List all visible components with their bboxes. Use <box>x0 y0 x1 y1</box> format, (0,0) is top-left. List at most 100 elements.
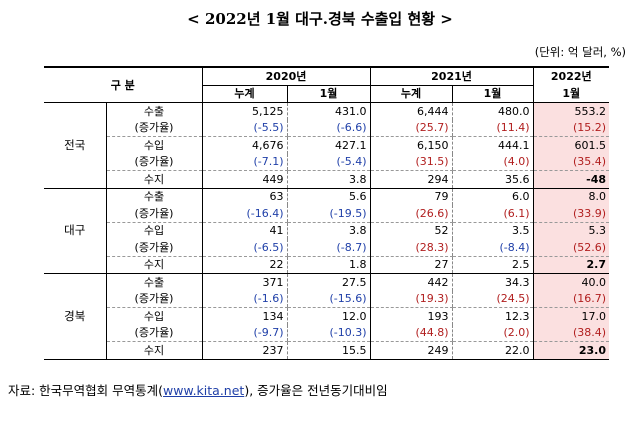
value-cell: 3.5 <box>451 222 534 239</box>
value-cell: 22.0 <box>451 341 534 360</box>
cumulative-2021-header: 누계 <box>369 85 453 103</box>
value-cell: 193 <box>369 307 453 325</box>
row-label: 수지 <box>105 170 203 189</box>
value-cell: (-5.4) <box>286 153 371 171</box>
value-cell: (-10.3) <box>286 324 371 342</box>
table-row: 전국 수출 5,125 431.0 6,444 480.0 553.2 <box>44 102 610 189</box>
value-cell: 601.5 <box>532 136 610 154</box>
value-cell: 553.2 <box>532 102 610 120</box>
value-cell: 27.5 <box>286 273 371 291</box>
trade-table: 구 분 2020년 2021년 2022년 누계 1월 누계 1월 1월 전국 수… <box>44 66 610 360</box>
value-cell: (33.9) <box>532 205 610 223</box>
value-cell: 480.0 <box>451 102 534 120</box>
row-label: (증가율) <box>105 324 203 342</box>
value-cell: (15.2) <box>532 119 610 137</box>
value-cell: (-19.5) <box>286 205 371 223</box>
value-cell: 5.6 <box>286 188 371 205</box>
row-label: 수입 <box>105 222 203 239</box>
row-label: 수입 <box>105 307 203 325</box>
source-suffix: ), 증가율은 전년동기대비임 <box>244 383 388 398</box>
value-cell: 3.8 <box>286 222 371 239</box>
table-row: 수지 237 15.5 249 22.0 23.0 <box>44 341 610 360</box>
value-cell: (-16.4) <box>201 205 288 223</box>
value-cell: 371 <box>201 273 288 291</box>
value-cell: (-1.6) <box>201 290 288 308</box>
value-cell: (26.6) <box>369 205 453 223</box>
value-cell: 444.1 <box>451 136 534 154</box>
value-cell: (-5.5) <box>201 119 288 137</box>
value-cell: 17.0 <box>532 307 610 325</box>
value-cell: (-8.7) <box>286 239 371 257</box>
value-cell: 5.3 <box>532 222 610 239</box>
jan-2022-header: 1월 <box>532 85 610 103</box>
value-cell: 6.0 <box>451 188 534 205</box>
value-cell: 134 <box>201 307 288 325</box>
unit-label: (단위: 억 달러, %) <box>534 45 626 59</box>
value-cell: 1.8 <box>286 256 371 274</box>
value-cell: 5,125 <box>201 102 288 120</box>
row-label: (증가율) <box>105 239 203 257</box>
row-label: 수출 <box>105 188 203 205</box>
value-cell: 52 <box>369 222 453 239</box>
value-cell: 3.8 <box>286 170 371 189</box>
value-cell: 2.7 <box>532 256 610 274</box>
value-cell: (31.5) <box>369 153 453 171</box>
region-label: 전국 <box>44 102 106 189</box>
year-2022-header: 2022년 <box>532 66 610 85</box>
value-cell: 15.5 <box>286 341 371 360</box>
value-cell: (44.8) <box>369 324 453 342</box>
table-row: 수지 449 3.8 294 35.6 -48 <box>44 170 610 189</box>
value-cell: 23.0 <box>532 341 610 360</box>
jan-2020-header: 1월 <box>286 85 371 103</box>
row-label: 수출 <box>105 102 203 120</box>
value-cell: (25.7) <box>369 119 453 137</box>
table-row: 수입 41 3.8 52 3.5 5.3 <box>44 222 610 239</box>
value-cell: 6,444 <box>369 102 453 120</box>
value-cell: 4,676 <box>201 136 288 154</box>
value-cell: 294 <box>369 170 453 189</box>
value-cell: 427.1 <box>286 136 371 154</box>
value-cell: 79 <box>369 188 453 205</box>
table-row: (증가율) (-16.4) (-19.5) (26.6) (6.1) (33.9) <box>44 205 610 223</box>
value-cell: 41 <box>201 222 288 239</box>
value-cell: (-15.6) <box>286 290 371 308</box>
row-label: (증가율) <box>105 119 203 137</box>
row-label: (증가율) <box>105 290 203 308</box>
table-row: 수입 134 12.0 193 12.3 17.0 <box>44 307 610 325</box>
region-label: 경북 <box>44 273 106 360</box>
category-header: 구 분 <box>44 66 203 103</box>
table-row: (증가율) (-5.5) (-6.6) (25.7) (11.4) (15.2) <box>44 119 610 137</box>
table-row: 수입 4,676 427.1 6,150 444.1 601.5 <box>44 136 610 154</box>
row-label: 수입 <box>105 136 203 154</box>
value-cell: 442 <box>369 273 453 291</box>
value-cell: 12.3 <box>451 307 534 325</box>
value-cell: (24.5) <box>451 290 534 308</box>
value-cell: 449 <box>201 170 288 189</box>
value-cell: 2.5 <box>451 256 534 274</box>
cumulative-2020-header: 누계 <box>201 85 288 103</box>
row-label: (증가율) <box>105 205 203 223</box>
source-link[interactable]: www.kita.net <box>163 383 245 398</box>
value-cell: (38.4) <box>532 324 610 342</box>
table-row: 경북 수출 371 27.5 442 34.3 40.0 <box>44 273 610 360</box>
value-cell: 63 <box>201 188 288 205</box>
table-body: 전국 수출 5,125 431.0 6,444 480.0 553.2 (증가율) (-5.5)… <box>44 102 610 360</box>
row-label: (증가율) <box>105 153 203 171</box>
value-cell: 22 <box>201 256 288 274</box>
value-cell: 431.0 <box>286 102 371 120</box>
value-cell: (28.3) <box>369 239 453 257</box>
row-label: 수출 <box>105 273 203 291</box>
row-label: 수지 <box>105 256 203 274</box>
value-cell: 35.6 <box>451 170 534 189</box>
value-cell: (2.0) <box>451 324 534 342</box>
value-cell: 8.0 <box>532 188 610 205</box>
table-row: (증가율) (-7.1) (-5.4) (31.5) (4.0) (35.4) <box>44 153 610 171</box>
year-2020-header: 2020년 <box>201 66 371 86</box>
table-row: (증가율) (-9.7) (-10.3) (44.8) (2.0) (38.4) <box>44 324 610 342</box>
value-cell: -48 <box>532 170 610 189</box>
value-cell: (11.4) <box>451 119 534 137</box>
value-cell: 34.3 <box>451 273 534 291</box>
table-row: (증가율) (-6.5) (-8.7) (28.3) (-8.4) (52.6) <box>44 239 610 257</box>
value-cell: (-8.4) <box>451 239 534 257</box>
value-cell: (6.1) <box>451 205 534 223</box>
